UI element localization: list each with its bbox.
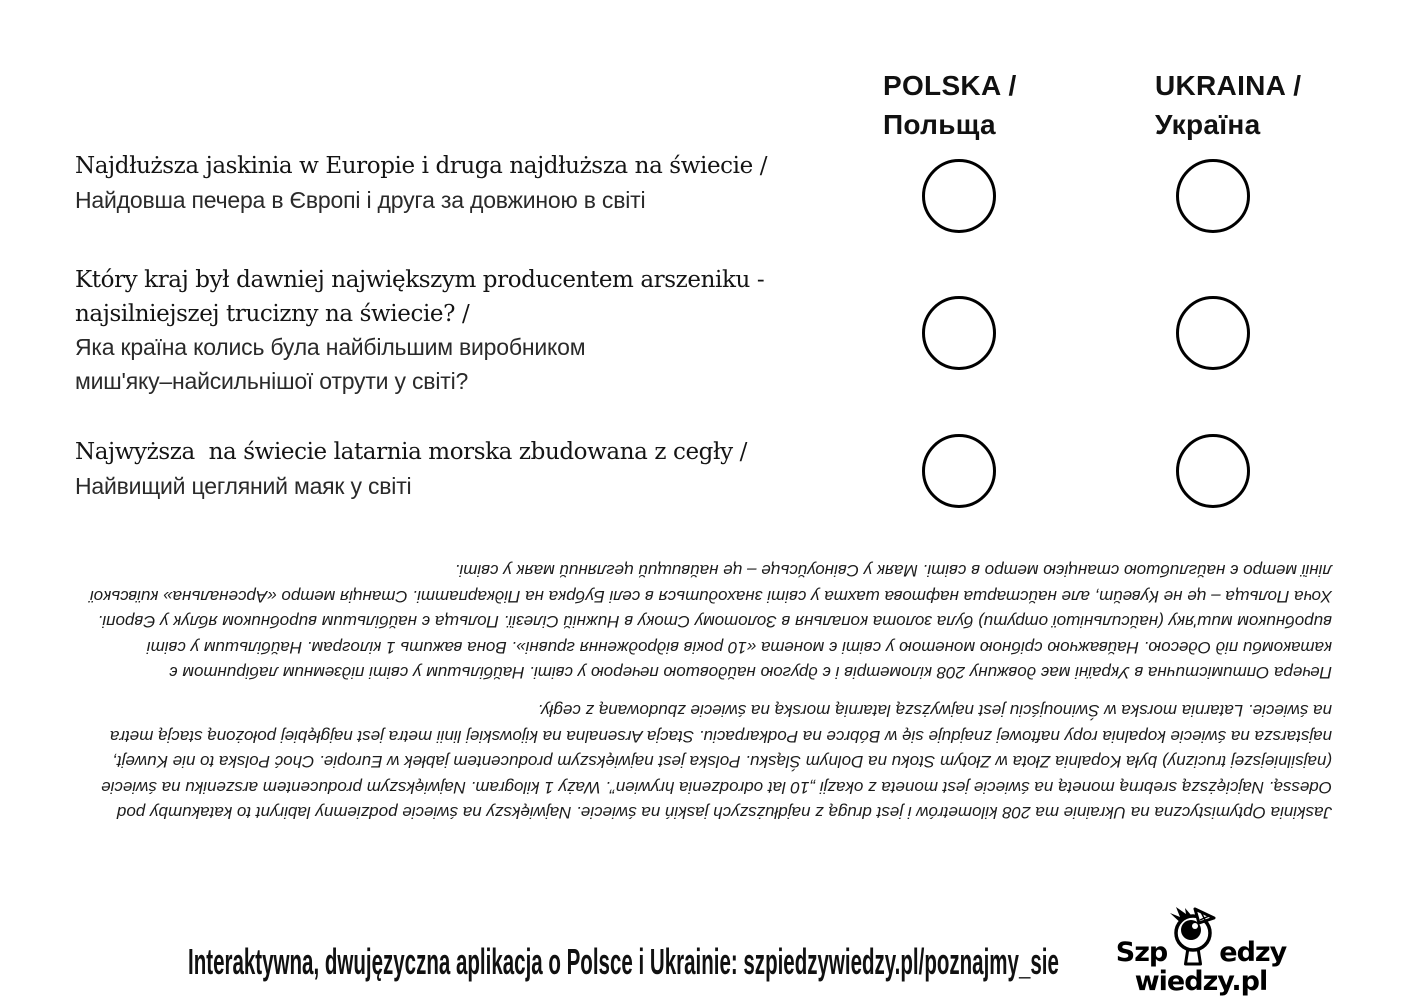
answer-circle-q3-poland[interactable] [922, 434, 996, 508]
szpiedzywiedzy-logo: Szp edzy wiedzy.pl [1116, 906, 1287, 997]
answer-circle-q2-ukraine[interactable] [1176, 296, 1250, 370]
question-1-polish: Najdłuższa jaskinia w Europie i druga na… [75, 153, 768, 179]
footer-app-link[interactable]: Interaktywna, dwujęzyczna aplikacja o Po… [188, 941, 1059, 982]
question-1-ukrainian: Найдовша печера в Європі і друга за довж… [75, 186, 646, 213]
logo-line2: wiedzy.pl [1134, 966, 1269, 997]
answer-circle-q1-ukraine[interactable] [1176, 159, 1250, 233]
logo-line1: Szp edzy [1116, 906, 1287, 966]
logo-text-suffix: edzy [1219, 937, 1287, 968]
column-header-poland-line1: POLSKA / [883, 70, 1017, 101]
question-1: Najdłuższa jaskinia w Europie i druga na… [75, 150, 767, 217]
question-2-polish-line2: najsilniejszej trucizny na świecie? / [75, 300, 470, 327]
question-2-polish-line1: Który kraj był dawniej największym produ… [75, 267, 765, 293]
question-2-ukrainian-line2: миш'яку–найсильнішої отрути у світі? [75, 367, 469, 394]
answers-ukrainian: Печера Оптимістична в Україні має довжин… [89, 561, 1332, 683]
question-3: Najwyższa na świecie latarnia morska zbu… [75, 436, 747, 503]
column-header-poland-line2: Польща [883, 109, 996, 140]
question-2-ukrainian-line1: Яка країна колись була найбільшим виробн… [75, 334, 586, 360]
answer-circle-q2-poland[interactable] [922, 296, 996, 370]
question-3-ukrainian: Найвищий цегляний маяк у світі [75, 472, 412, 499]
question-2: Który kraj był dawniej największym produ… [75, 264, 765, 398]
spy-eye-icon [1167, 906, 1219, 966]
logo-text-prefix: Szp [1115, 937, 1168, 968]
answers-upside-down-block: Jaskinia Optymistyczna na Ukrainie ma 20… [88, 558, 1332, 825]
column-header-poland: POLSKA / Польща [883, 66, 1017, 144]
answers-polish: Jaskinia Optymistyczna na Ukrainie ma 20… [101, 701, 1332, 823]
column-header-ukraine-line1: UKRAINA / [1155, 70, 1302, 101]
answer-circle-q3-ukraine[interactable] [1176, 434, 1250, 508]
column-header-ukraine: UKRAINA / Україна [1155, 66, 1301, 144]
column-header-ukraine-line2: Україна [1155, 109, 1261, 140]
question-3-polish: Najwyższa na świecie latarnia morska zbu… [75, 439, 747, 465]
answer-circle-q1-poland[interactable] [922, 159, 996, 233]
